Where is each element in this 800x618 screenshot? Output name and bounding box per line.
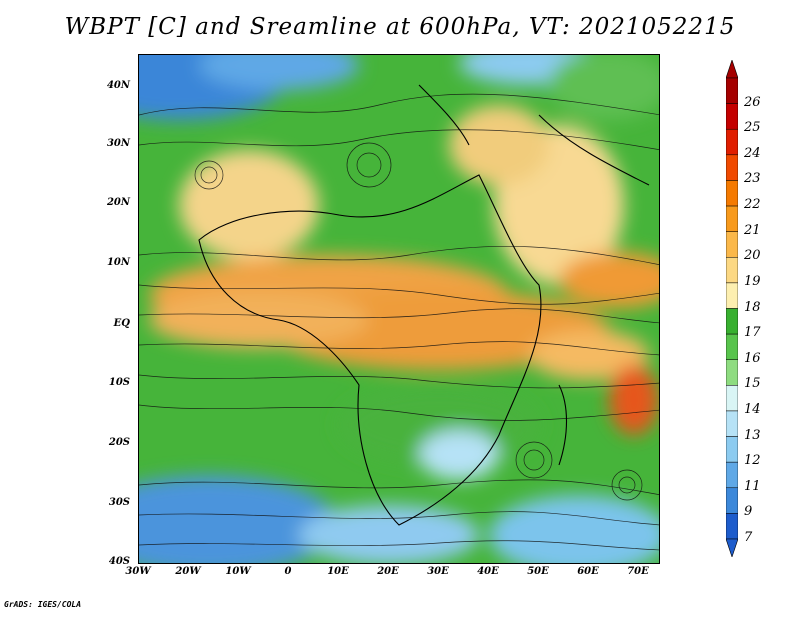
colorbar [726,60,738,557]
colorbar-label: 16 [744,350,761,366]
x-label-10w: 10W [225,566,251,577]
colorbar-label: 19 [744,273,761,289]
colorbar-swatch [726,205,738,232]
colorbar-label: 17 [744,325,761,341]
colorbar-label: 9 [744,504,753,520]
colorbar-label: 11 [744,478,761,494]
map-panel [138,54,660,564]
colorbar-bottom-arrow [726,538,738,557]
wbpt-shading [139,55,659,563]
colorbar-swatch [726,410,738,437]
colorbar-swatch [726,128,738,156]
colorbar-label: 13 [744,427,761,443]
colorbar-label: 15 [744,376,761,392]
colorbar-swatch [726,282,738,309]
colorbar-label: 22 [744,197,761,213]
coastlines [198,84,650,526]
colorbar-label: 23 [744,171,761,187]
colorbar-swatch [726,359,738,386]
map-title: WBPT [C] and Sreamline at 600hPa, VT: 20… [64,14,736,40]
colorbar-swatch [726,308,738,335]
colorbar-swatch [726,77,738,104]
colorbar-label: 25 [744,120,761,136]
colorbar-label: 26 [744,94,761,110]
streamlines [139,93,659,551]
colorbar-swatch [726,385,738,412]
colorbar-swatch [726,180,738,207]
x-label-40e: 40E [477,566,499,577]
colorbar-swatch [726,231,738,258]
x-label-20e: 20E [377,566,399,577]
x-label-70e: 70E [627,566,649,577]
colorbar-swatch [726,333,738,360]
x-label-50e: 50E [527,566,549,577]
colorbar-swatch [726,513,738,540]
x-label-10e: 10E [327,566,349,577]
x-label-60e: 60E [577,566,599,577]
footer-credit: GrADS: IGES/COLA [4,600,82,609]
colorbar-swatch [726,461,738,489]
x-label-20w: 20W [175,566,201,577]
colorbar-swatch [726,487,738,514]
y-label-10s: 10S [108,377,130,388]
wbpt-streamline-map [139,55,659,563]
x-label-30w: 30W [125,566,151,577]
colorbar-label: 14 [744,401,761,417]
colorbar-label: 24 [744,145,761,161]
y-label-20n: 20N [106,197,130,208]
colorbar-label: 21 [744,222,761,238]
colorbar-label: 20 [744,248,761,264]
y-label-20s: 20S [108,437,130,448]
colorbar-swatch [726,257,738,284]
y-label-10n: 10N [106,257,130,268]
colorbar-top-arrow [726,60,738,79]
y-label-30s: 30S [108,497,130,508]
colorbar-label: 12 [744,453,761,469]
x-label-0: 0 [284,566,292,577]
colorbar-swatch [726,436,738,463]
y-label-eq: EQ [113,318,130,329]
y-label-30n: 30N [106,138,130,149]
x-label-30e: 30E [427,566,449,577]
colorbar-label: 18 [744,299,761,315]
colorbar-label: 7 [744,530,753,545]
y-label-40n: 40N [106,80,130,91]
colorbar-swatch [726,103,738,130]
y-label-40s: 40S [108,556,130,567]
colorbar-swatch [726,154,738,181]
